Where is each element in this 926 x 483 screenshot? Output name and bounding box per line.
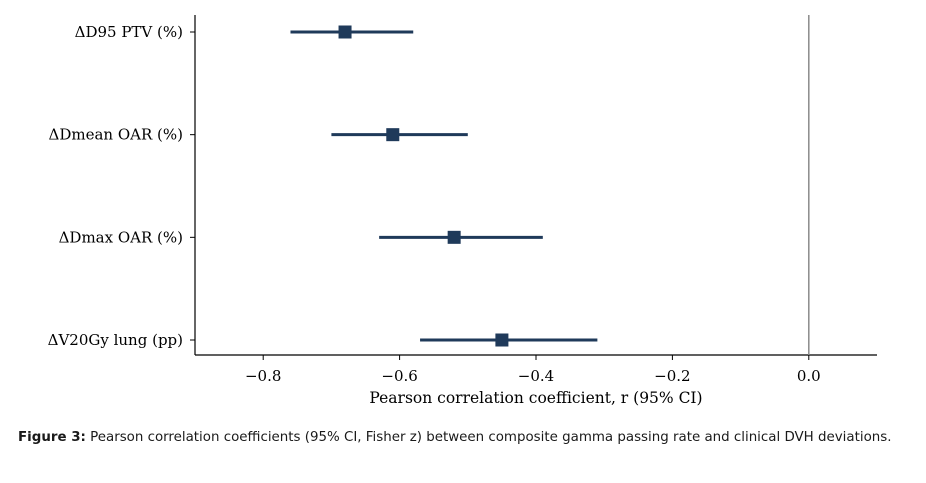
- caption-label: Figure 3:: [18, 430, 86, 445]
- estimate-marker: [447, 230, 461, 244]
- x-ticks: −0.8 −0.6 −0.4 −0.2 0.0: [245, 355, 821, 385]
- x-tick-label: −0.6: [381, 367, 417, 385]
- estimate-marker: [338, 25, 352, 39]
- chart-svg: −0.8 −0.6 −0.4 −0.2 0.0 ΔD95 PTV (%) ΔDmean O…: [48, 15, 877, 407]
- x-tick-label: −0.2: [654, 367, 690, 385]
- category-label: ΔDmax OAR (%): [59, 228, 183, 246]
- category-label: ΔV20Gy lung (pp): [48, 331, 183, 349]
- category-label: ΔDmean OAR (%): [49, 126, 183, 144]
- category-label: ΔD95 PTV (%): [75, 23, 183, 41]
- caption-text: Pearson correlation coefficients (95% CI…: [85, 430, 892, 445]
- estimate-marks: [290, 25, 598, 347]
- estimate-marker: [495, 333, 509, 347]
- figure-caption: Figure 3: Pearson correlation coefficien…: [18, 427, 898, 448]
- x-tick-label: 0.0: [797, 367, 821, 385]
- x-tick-label: −0.4: [518, 367, 554, 385]
- y-ticks: ΔD95 PTV (%) ΔDmean OAR (%) ΔDmax OAR (%) Δ…: [48, 23, 195, 349]
- x-tick-label: −0.8: [245, 367, 281, 385]
- forest-plot: −0.8 −0.6 −0.4 −0.2 0.0 ΔD95 PTV (%) ΔDmean O…: [48, 15, 877, 407]
- estimate-marker: [386, 128, 400, 142]
- x-axis-title: Pearson correlation coefficient, r (95% …: [369, 389, 702, 407]
